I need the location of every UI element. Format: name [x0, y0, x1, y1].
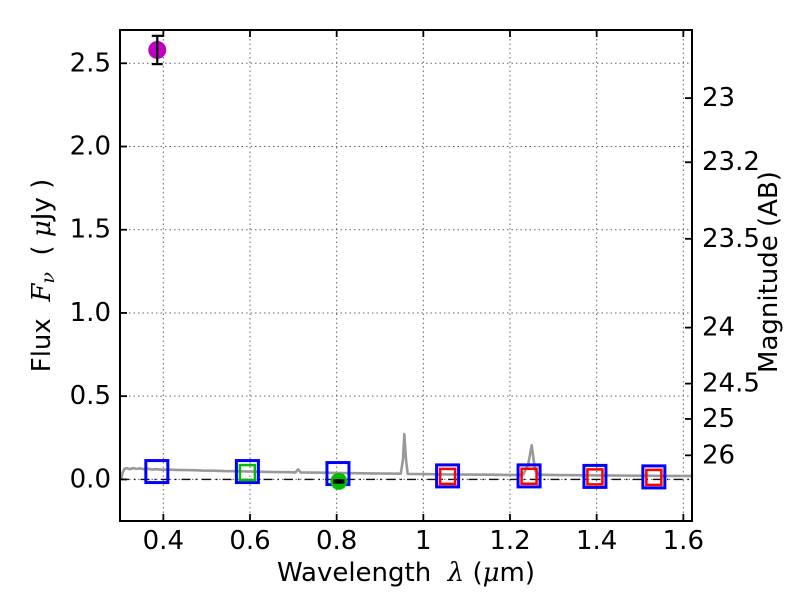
flux-tick-label: 1.5: [70, 215, 111, 245]
series-model-spectrum: [120, 432, 694, 481]
x-tick-label: 1.4: [576, 526, 617, 556]
x-tick-label: 0.4: [143, 526, 184, 556]
flux-tick-label: 2.5: [70, 48, 111, 78]
series-photometry-blue-squares: [144, 459, 667, 490]
flux-tick-label: 0.5: [70, 381, 111, 411]
x-tick-label: 1.2: [489, 526, 530, 556]
flux-tick-label: 2.0: [70, 132, 111, 162]
mag-tick-labels: 23 23.2 23.5 24 24.5 25 26: [702, 83, 760, 470]
mag-tick-label: 24: [702, 313, 735, 343]
series-photometry-red-squares: [438, 467, 663, 487]
x-tick-label: 0.8: [316, 526, 357, 556]
series-detection-magenta-circle: [148, 34, 167, 66]
mag-tick-label: 24.5: [702, 369, 760, 399]
y-axis-label-left: Flux Fν ( μJy ): [27, 179, 59, 373]
mag-tick-label: 23.2: [702, 147, 760, 177]
x-tick-label: 1.6: [663, 526, 704, 556]
mag-tick-label: 25: [702, 404, 735, 434]
y-axis-label-right: Magnitude (AB): [754, 171, 784, 373]
mag-tick-label: 23: [702, 83, 735, 113]
grid-lines: [120, 30, 692, 521]
x-tick-label: 0.6: [229, 526, 270, 556]
series-measurement-dash-black: [333, 479, 345, 484]
mag-tick-label: 26: [702, 440, 735, 470]
mag-tick-label: 23.5: [702, 224, 760, 254]
x-tick-label: 1: [415, 526, 432, 556]
tick-marks: [120, 30, 692, 521]
x-axis-label: Wavelength λ (μm): [277, 558, 535, 588]
series-photometry-green-square: [238, 463, 257, 482]
x-tick-labels: 0.4 0.6 0.8 1 1.2 1.4 1.6: [143, 526, 704, 556]
flux-tick-labels: 0.0 0.5 1.0 1.5 2.0 2.5: [70, 48, 111, 494]
axes-frame: [119, 29, 693, 522]
flux-tick-label: 1.0: [70, 298, 111, 328]
flux-tick-label: 0.0: [70, 464, 111, 494]
